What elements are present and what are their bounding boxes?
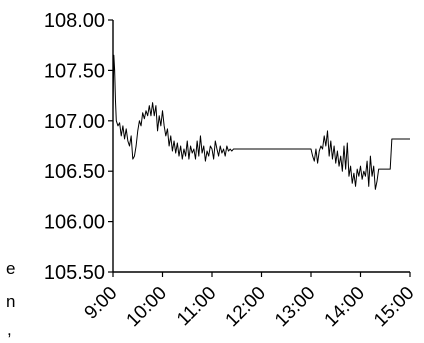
y-axis-ticks: 105.50 106.00 106.50 107.00 107.50 108.00 — [44, 10, 113, 284]
series-group — [112, 54, 410, 190]
y-tick-label: 106.00 — [44, 212, 105, 234]
axes — [112, 20, 410, 273]
x-tick-label: 11:00 — [173, 283, 220, 330]
x-tick-label: 12:00 — [222, 283, 270, 331]
edge-text-fragments: e n , — [6, 259, 15, 339]
edge-text-1: e — [6, 259, 15, 278]
y-tick-label: 107.00 — [44, 111, 105, 133]
y-tick-label: 106.50 — [44, 161, 105, 183]
x-axis-ticks: 9:00 10:00 11:00 12:00 13:00 14:00 15:00 — [81, 272, 419, 331]
y-tick-label: 108.00 — [44, 10, 105, 32]
x-tick-label: 9:00 — [81, 283, 122, 324]
edge-text-3: , — [7, 320, 12, 339]
y-tick-label: 107.50 — [44, 60, 105, 82]
edge-text-2: n — [6, 292, 15, 311]
x-tick-label: 13:00 — [271, 283, 319, 331]
x-tick-label: 14:00 — [321, 283, 369, 331]
x-tick-label: 15:00 — [370, 283, 418, 331]
x-tick-label: 10:00 — [123, 283, 171, 331]
series-line — [112, 54, 410, 190]
y-tick-label: 105.50 — [44, 262, 105, 284]
